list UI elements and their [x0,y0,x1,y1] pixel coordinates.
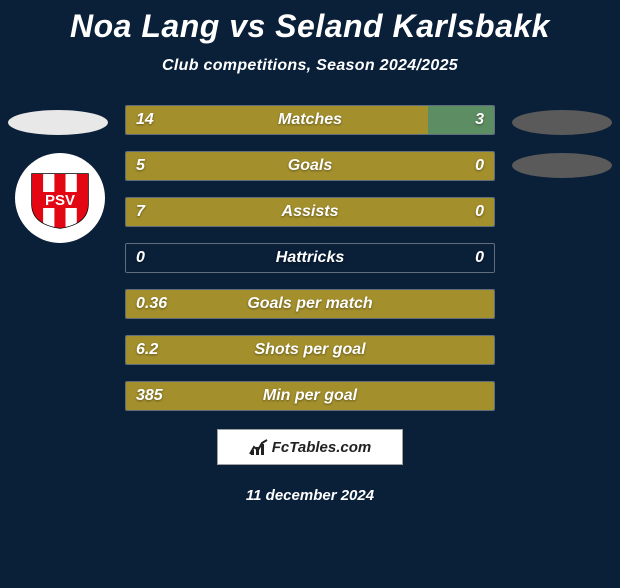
stat-value-left: 0.36 [136,295,167,313]
stat-label: Matches [278,111,342,129]
psv-logo-icon: PSV [28,166,92,230]
player-right-placeholder-2 [512,153,612,178]
stat-row: 7 0 Assists [125,197,495,227]
stat-label: Min per goal [263,387,357,405]
stat-row: 0.36 Goals per match [125,289,495,319]
player-left-placeholder [8,110,108,135]
page-subtitle: Club competitions, Season 2024/2025 [0,57,620,75]
stat-value-left: 14 [136,111,154,129]
player-right-placeholder-1 [512,110,612,135]
player-left-col: PSV [8,110,112,243]
brand-text: FcTables.com [272,439,371,456]
bar-left-fill [126,106,428,134]
stat-row: 385 Min per goal [125,381,495,411]
stat-value-left: 385 [136,387,163,405]
stat-row: 6.2 Shots per goal [125,335,495,365]
player-right-col [512,110,612,196]
stat-bars: 14 3 Matches 5 0 Goals 7 0 Assists 0 0 Hattricks 0.3… [125,105,495,411]
stat-row: 0 0 Hattricks [125,243,495,273]
stat-value-right: 0 [475,249,484,267]
stat-value-left: 5 [136,157,145,175]
stat-value-right: 0 [475,157,484,175]
chart-icon [249,438,269,456]
stat-value-right: 0 [475,203,484,221]
stat-row: 5 0 Goals [125,151,495,181]
stat-label: Goals per match [247,295,372,313]
club-badge-left: PSV [15,153,105,243]
stat-value-left: 0 [136,249,145,267]
stat-label: Shots per goal [254,341,365,359]
comparison-panel: PSV 14 3 Matches 5 0 Goals 7 0 Assists 0 0 Hattrick… [0,105,620,411]
stat-row: 14 3 Matches [125,105,495,135]
stat-label: Hattricks [276,249,344,267]
stat-value-right: 3 [475,111,484,129]
stat-value-left: 7 [136,203,145,221]
brand-box: FcTables.com [217,429,403,465]
stat-label: Goals [288,157,332,175]
page-title: Noa Lang vs Seland Karlsbakk [0,8,620,45]
stat-label: Assists [282,203,339,221]
psv-logo-text: PSV [45,192,75,209]
stat-value-left: 6.2 [136,341,158,359]
date-line: 11 december 2024 [0,487,620,504]
